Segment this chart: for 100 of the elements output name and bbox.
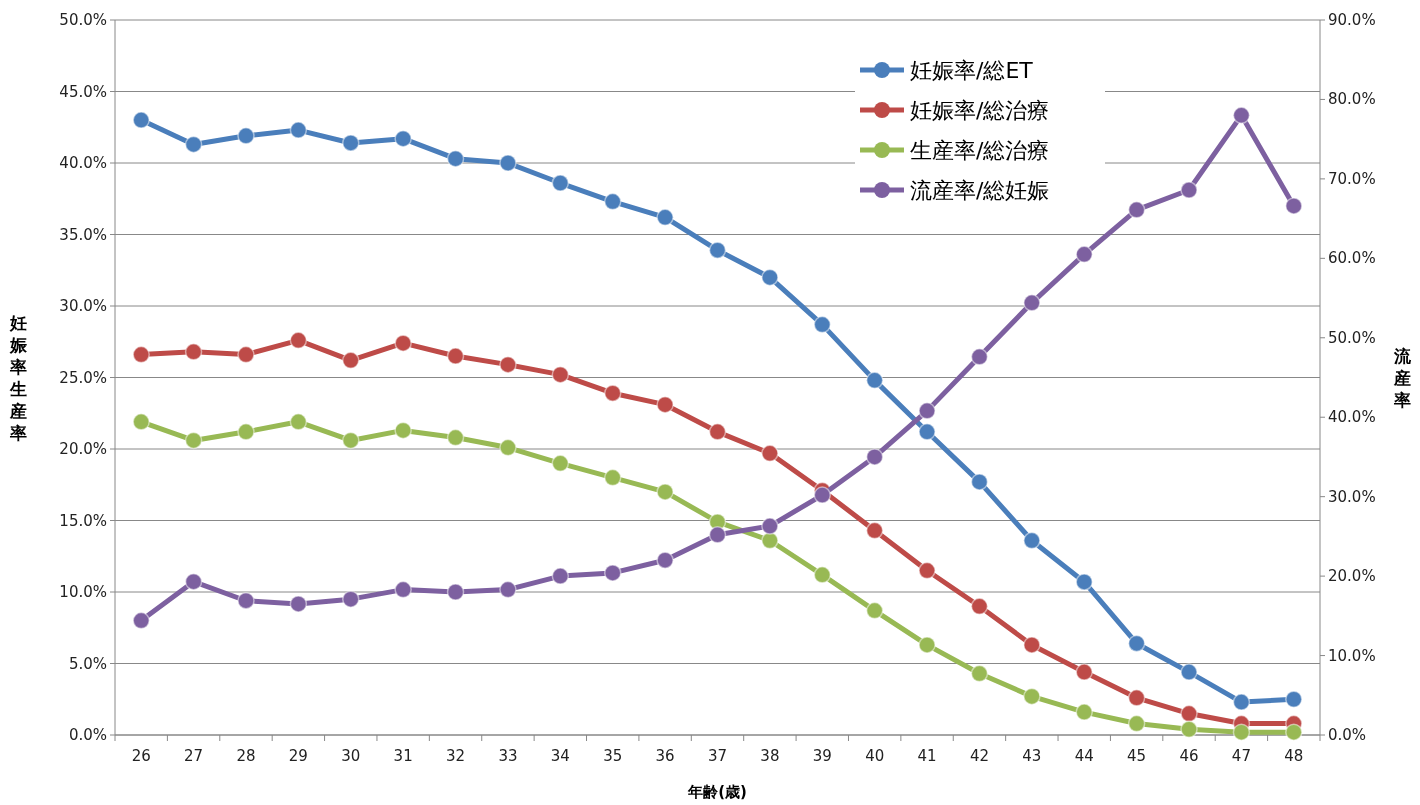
y2-tick-label: 50.0% bbox=[1328, 328, 1376, 347]
point bbox=[551, 365, 570, 384]
point bbox=[184, 431, 203, 450]
y-tick-label: 40.0% bbox=[59, 154, 107, 172]
point bbox=[1023, 687, 1041, 706]
point bbox=[656, 208, 674, 227]
y2-tick-label: 60.0% bbox=[1328, 249, 1376, 268]
x-tick-label: 32 bbox=[446, 747, 466, 765]
point bbox=[289, 331, 308, 350]
point bbox=[342, 590, 360, 608]
x-tick-label: 27 bbox=[184, 747, 204, 765]
point bbox=[865, 601, 884, 620]
point bbox=[342, 351, 360, 370]
point bbox=[656, 551, 674, 569]
point bbox=[237, 423, 255, 441]
point bbox=[499, 154, 517, 172]
point bbox=[132, 611, 150, 630]
point bbox=[918, 423, 936, 441]
point bbox=[446, 347, 465, 365]
point bbox=[184, 343, 203, 361]
y-tick-label: 15.0% bbox=[59, 511, 107, 530]
point bbox=[1180, 663, 1198, 681]
y-tick-label: 35.0% bbox=[59, 225, 107, 244]
point bbox=[132, 345, 150, 364]
x-tick-label: 30 bbox=[341, 747, 361, 765]
y2-tick-label: 40.0% bbox=[1328, 408, 1376, 427]
x-tick-label: 45 bbox=[1127, 747, 1147, 765]
point bbox=[1075, 245, 1093, 264]
y2-tick-label: 90.0% bbox=[1328, 11, 1376, 29]
point bbox=[656, 483, 674, 501]
x-tick-label: 40 bbox=[865, 747, 885, 765]
point bbox=[865, 371, 884, 390]
x-tick-label: 28 bbox=[236, 747, 256, 765]
y-tick-label: 5.0% bbox=[68, 654, 107, 673]
y-tick-label: 20.0% bbox=[59, 440, 107, 458]
x-tick-label: 46 bbox=[1179, 747, 1199, 765]
point bbox=[184, 135, 203, 154]
point bbox=[1023, 531, 1041, 550]
legend-label: 妊娠率/総ET bbox=[910, 58, 1034, 83]
legend-label: 流産率/総妊娠 bbox=[910, 178, 1050, 203]
point bbox=[761, 517, 779, 535]
point bbox=[394, 421, 412, 440]
point bbox=[394, 580, 412, 599]
point bbox=[446, 149, 465, 168]
point bbox=[1023, 294, 1041, 312]
point bbox=[1075, 703, 1093, 721]
point bbox=[499, 438, 517, 457]
point bbox=[603, 468, 622, 487]
y2-tick-label: 10.0% bbox=[1328, 646, 1376, 665]
y-tick-label: 25.0% bbox=[59, 368, 107, 387]
point bbox=[865, 448, 884, 466]
point bbox=[394, 334, 412, 352]
x-tick-label: 47 bbox=[1231, 747, 1251, 765]
point bbox=[132, 413, 150, 431]
point bbox=[708, 423, 727, 441]
y-tick-label: 30.0% bbox=[59, 297, 107, 315]
point bbox=[603, 564, 622, 582]
point bbox=[761, 268, 779, 287]
point bbox=[184, 572, 203, 591]
point bbox=[1232, 693, 1251, 711]
point bbox=[656, 395, 674, 414]
point bbox=[551, 567, 570, 585]
y2-tick-label: 80.0% bbox=[1328, 90, 1376, 109]
x-tick-label: 33 bbox=[498, 747, 518, 765]
x-tick-label: 38 bbox=[760, 747, 780, 765]
x-tick-label: 34 bbox=[550, 747, 570, 765]
point bbox=[865, 521, 884, 540]
y-tick-label: 0.0% bbox=[68, 726, 107, 744]
point bbox=[132, 111, 150, 129]
x-tick-label: 43 bbox=[1022, 747, 1042, 765]
point bbox=[1285, 197, 1303, 215]
y2-tick-label: 0.0% bbox=[1328, 726, 1367, 744]
point bbox=[603, 384, 622, 402]
point bbox=[761, 531, 779, 550]
point bbox=[237, 127, 255, 145]
y-tick-label: 10.0% bbox=[59, 583, 107, 601]
x-tick-label: 37 bbox=[707, 747, 728, 765]
point bbox=[394, 129, 412, 148]
point bbox=[970, 473, 989, 491]
point bbox=[708, 526, 727, 544]
point bbox=[289, 595, 308, 613]
point bbox=[446, 583, 465, 601]
point bbox=[342, 431, 360, 450]
point bbox=[1180, 704, 1198, 723]
point bbox=[1023, 636, 1041, 654]
x-tick-label: 36 bbox=[655, 747, 675, 765]
point bbox=[499, 580, 517, 599]
x-tick-label: 42 bbox=[969, 747, 989, 765]
point bbox=[918, 402, 936, 420]
y-tick-label: 50.0% bbox=[59, 11, 107, 29]
point bbox=[970, 664, 989, 683]
y-axis-title: 妊娠率生産率 bbox=[8, 312, 28, 443]
x-axis-title: 年齢(歳) bbox=[687, 783, 747, 801]
point bbox=[1232, 106, 1251, 125]
y2-tick-label: 20.0% bbox=[1328, 567, 1376, 586]
point bbox=[813, 566, 832, 584]
point bbox=[970, 348, 989, 366]
point bbox=[918, 636, 936, 654]
y2-axis-title: 流産率 bbox=[1392, 345, 1412, 410]
point bbox=[1075, 663, 1093, 681]
